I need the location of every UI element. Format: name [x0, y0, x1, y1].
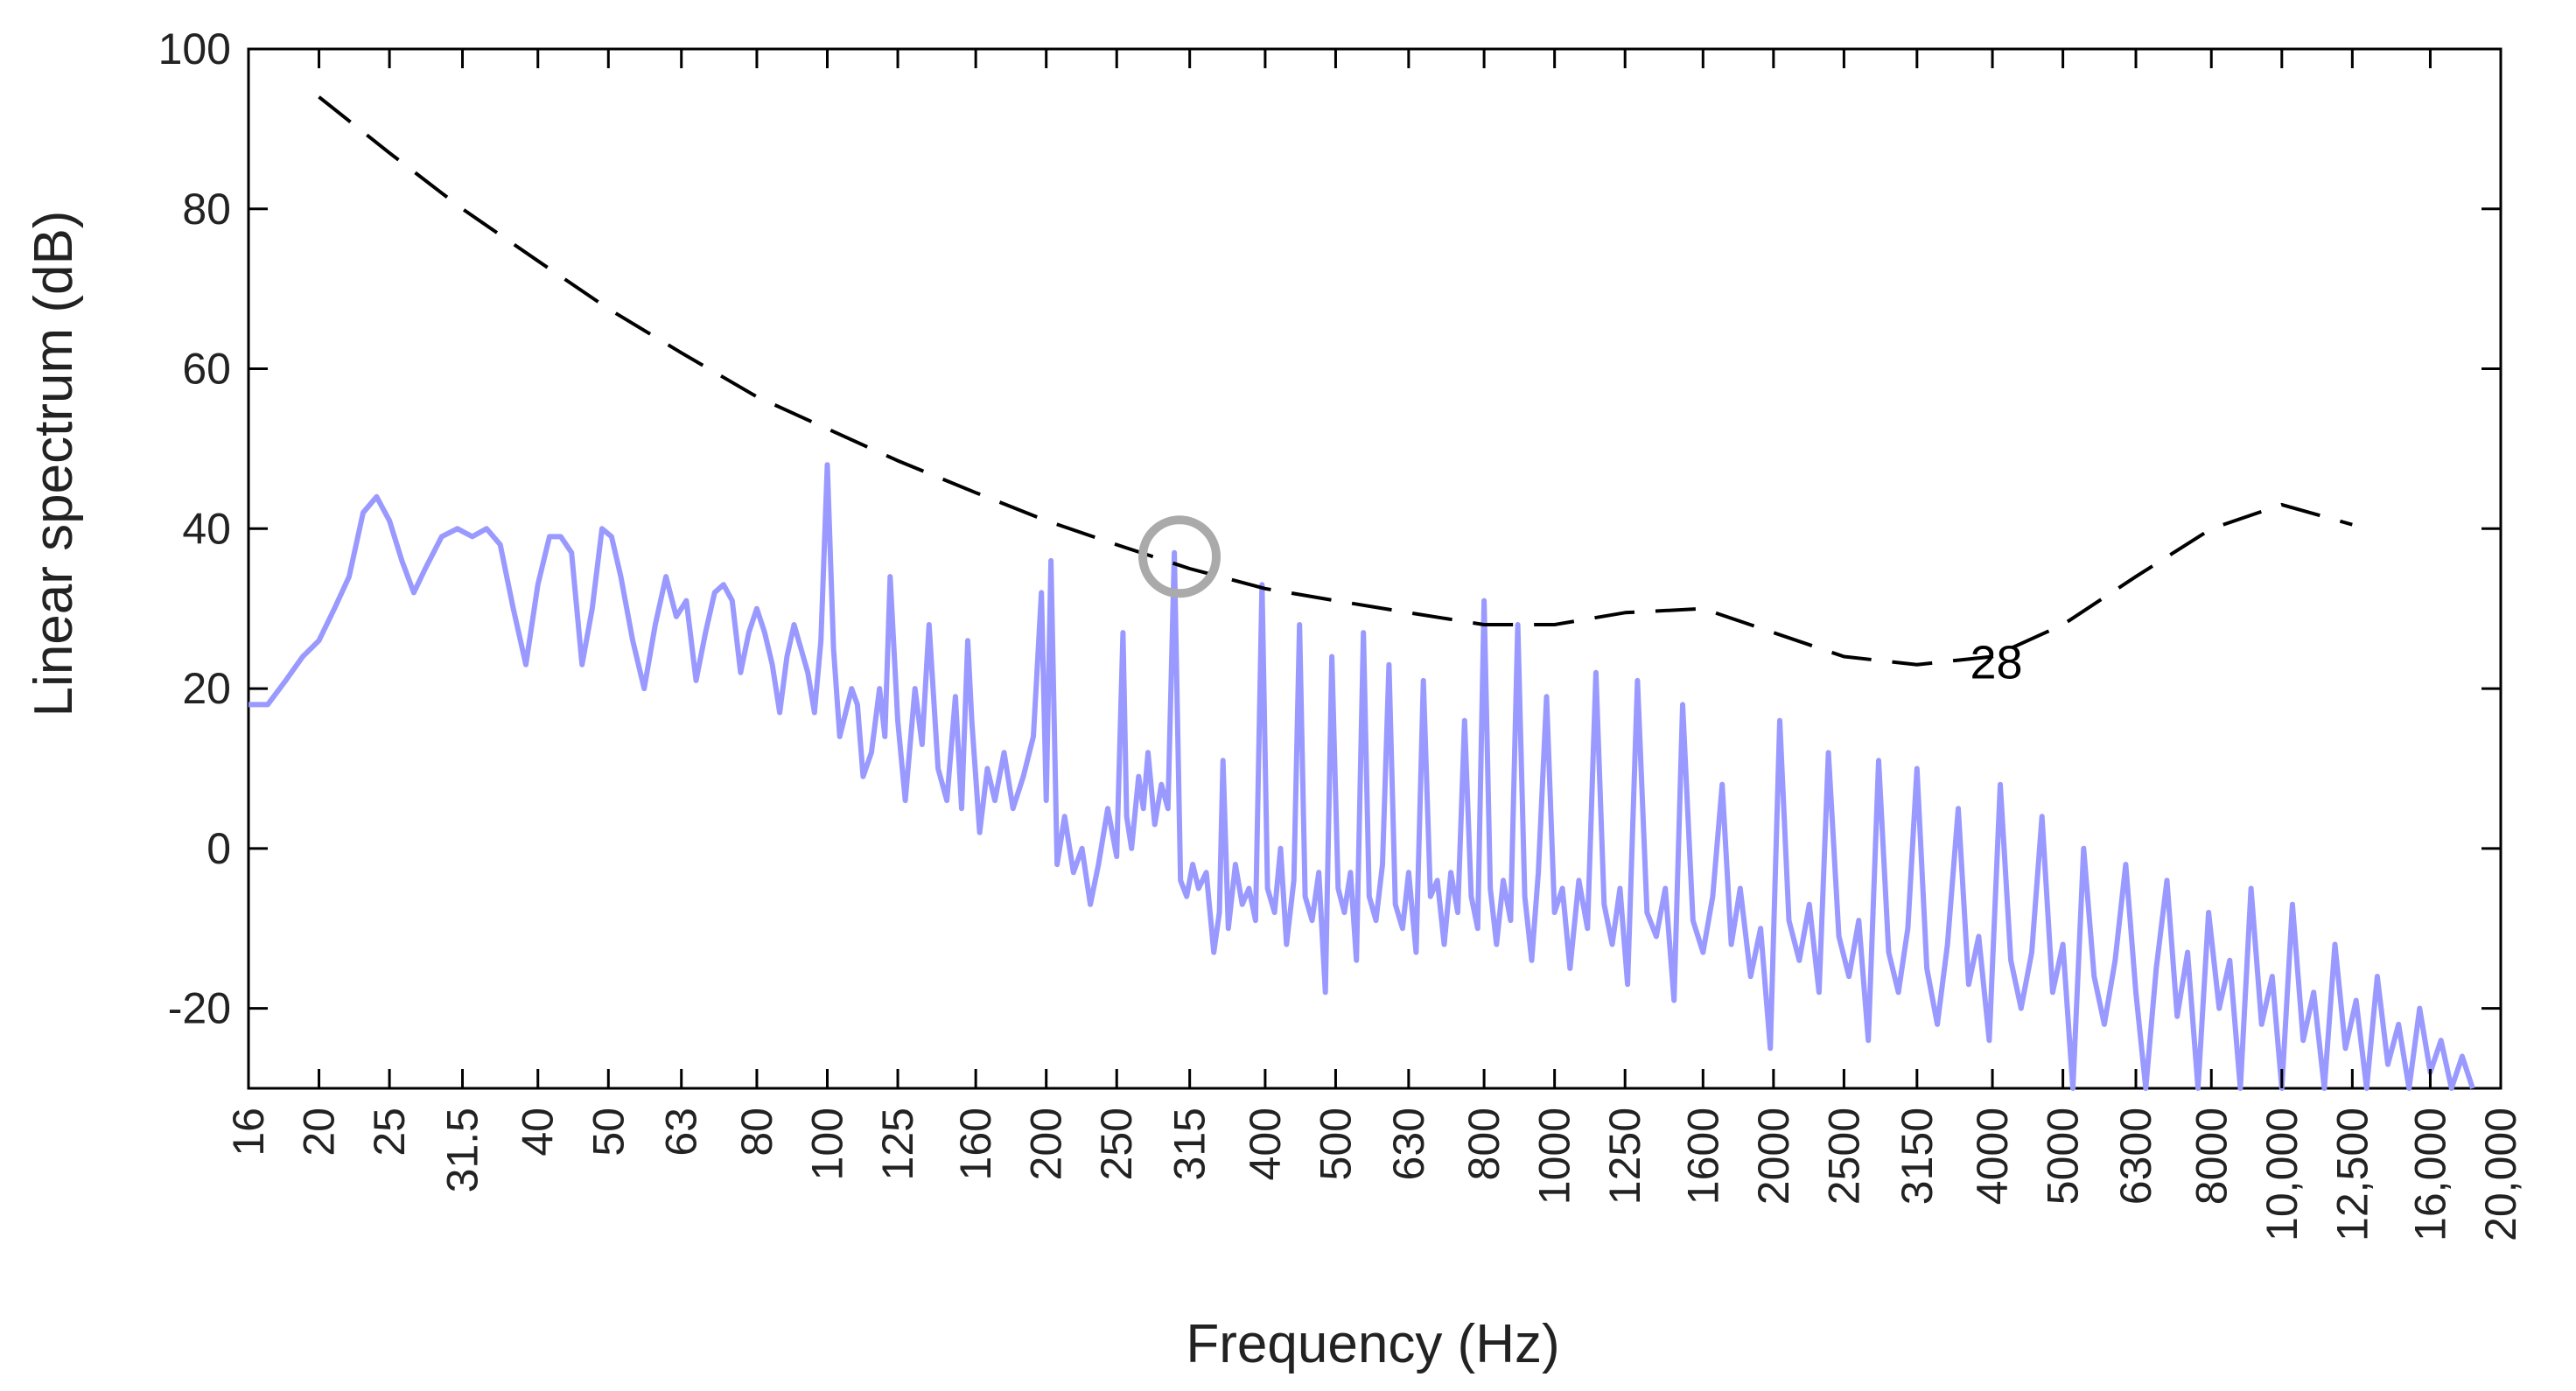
x-tick-label: 16,000 [2405, 1108, 2454, 1241]
x-tick-label: 315 [1166, 1108, 1214, 1180]
x-tick-label: 12,500 [2328, 1108, 2376, 1241]
x-tick-label: 80 [732, 1108, 781, 1157]
x-tick-label: 1600 [1678, 1108, 1727, 1205]
x-tick-label: 400 [1241, 1108, 1290, 1180]
y-tick-label: 40 [182, 504, 231, 553]
x-tick-label: 630 [1384, 1108, 1433, 1180]
x-tick-label: 16 [224, 1108, 273, 1157]
x-tick-label: 100 [802, 1108, 851, 1180]
y-tick-label: 0 [206, 824, 231, 873]
x-tick-label: 125 [873, 1108, 922, 1180]
y-axis-ticks: -20 0 20 40 60 80 100 [158, 24, 2501, 1033]
x-tick-label: 1000 [1530, 1108, 1579, 1205]
x-tick-label: 3150 [1893, 1108, 1942, 1205]
x-tick-label: 8000 [2187, 1108, 2236, 1205]
x-tick-label: 10,000 [2258, 1108, 2306, 1241]
x-axis-ticks: 16 20 25 31.5 40 50 63 80 100 125 160 200 250 315 400 5… [224, 49, 2525, 1241]
plot-area [248, 95, 2475, 1091]
x-axis-title: Frequency (Hz) [1186, 1314, 1559, 1374]
x-tick-label: 2000 [1749, 1108, 1798, 1205]
x-tick-label: 800 [1460, 1108, 1508, 1180]
threshold-dashed-line [318, 95, 2353, 667]
y-tick-label: -20 [168, 984, 231, 1033]
axes-frame [247, 47, 2502, 1090]
y-axis-title: Linear spectrum (dB) [24, 211, 84, 717]
x-tick-label: 500 [1311, 1108, 1360, 1180]
x-tick-label: 200 [1022, 1108, 1071, 1180]
x-tick-label: 31.5 [438, 1108, 487, 1192]
x-tick-label: 20 [295, 1108, 344, 1157]
y-tick-label: 100 [158, 24, 231, 73]
x-tick-label: 50 [584, 1108, 633, 1157]
x-tick-label: 5000 [2039, 1108, 2088, 1205]
x-tick-label: 1250 [1600, 1108, 1649, 1205]
x-tick-label: 6300 [2111, 1108, 2160, 1205]
x-tick-label: 250 [1092, 1108, 1141, 1180]
x-tick-label: 160 [951, 1108, 1000, 1180]
y-tick-label: 60 [182, 345, 231, 394]
x-tick-label: 20,000 [2476, 1108, 2525, 1241]
x-tick-label: 40 [514, 1108, 563, 1157]
x-tick-label: 4000 [1968, 1108, 2017, 1205]
spectrum-line [248, 462, 2475, 1091]
y-tick-label: 20 [182, 664, 231, 713]
y-tick-label: 80 [182, 185, 231, 234]
x-tick-label: 25 [365, 1108, 414, 1157]
x-tick-label: 2500 [1819, 1108, 1868, 1205]
x-tick-label: 63 [657, 1108, 706, 1157]
highlight-circle-marker [1138, 515, 1222, 598]
annotation-label-28: 28 [1970, 637, 2022, 689]
plot-frame [247, 47, 2502, 1090]
